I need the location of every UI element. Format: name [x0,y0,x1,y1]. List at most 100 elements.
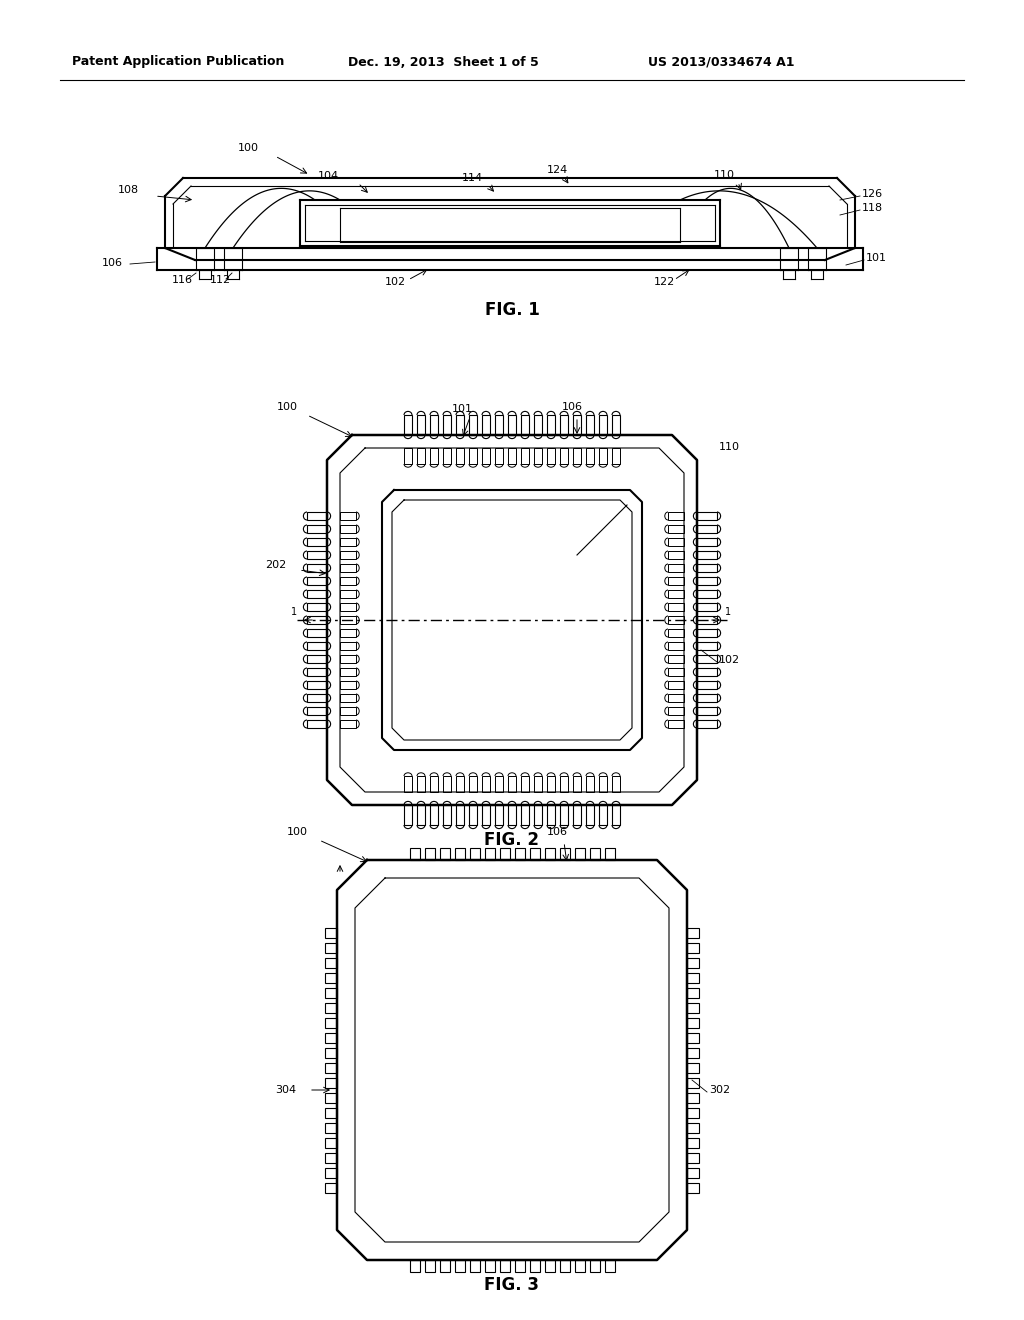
Polygon shape [547,447,555,465]
Polygon shape [514,1261,524,1272]
Polygon shape [687,1048,699,1057]
Polygon shape [687,928,699,937]
Text: 302: 302 [709,1085,730,1096]
Polygon shape [307,525,327,533]
Polygon shape [307,512,327,520]
Polygon shape [573,776,581,792]
Polygon shape [534,414,542,436]
Polygon shape [417,805,425,825]
Text: 110: 110 [714,170,735,180]
Polygon shape [325,1138,337,1147]
Polygon shape [325,1152,337,1163]
Text: 101: 101 [866,253,887,263]
Polygon shape [325,1032,337,1043]
Polygon shape [456,447,464,465]
Polygon shape [687,1107,699,1118]
Text: 112: 112 [210,275,231,285]
Polygon shape [697,550,717,558]
Polygon shape [307,564,327,572]
Polygon shape [521,447,529,465]
Polygon shape [325,1122,337,1133]
Polygon shape [668,539,684,546]
Polygon shape [697,564,717,572]
Polygon shape [325,1107,337,1118]
Polygon shape [325,1093,337,1102]
Polygon shape [687,1167,699,1177]
Polygon shape [573,447,581,465]
Polygon shape [687,1183,699,1192]
Polygon shape [325,1018,337,1027]
Polygon shape [586,805,594,825]
Polygon shape [404,414,412,436]
Polygon shape [482,414,490,436]
Polygon shape [443,447,451,465]
Polygon shape [495,447,503,465]
Text: FIG. 3: FIG. 3 [484,1276,540,1294]
Polygon shape [547,414,555,436]
Text: 106: 106 [102,257,123,268]
Polygon shape [307,603,327,611]
Polygon shape [560,414,568,436]
Polygon shape [573,414,581,436]
Text: 122: 122 [654,277,675,286]
Polygon shape [668,642,684,649]
Polygon shape [439,1261,450,1272]
Polygon shape [590,847,599,861]
Polygon shape [500,847,510,861]
Polygon shape [340,577,356,585]
Polygon shape [534,805,542,825]
Polygon shape [521,414,529,436]
Polygon shape [697,539,717,546]
Polygon shape [469,776,477,792]
Polygon shape [340,525,356,533]
Polygon shape [586,776,594,792]
Polygon shape [495,805,503,825]
Polygon shape [612,414,620,436]
Text: 202: 202 [265,560,287,570]
Polygon shape [500,1261,510,1272]
Polygon shape [668,708,684,715]
Polygon shape [534,776,542,792]
Polygon shape [599,805,607,825]
Polygon shape [456,414,464,436]
Polygon shape [668,630,684,638]
Polygon shape [668,694,684,702]
Polygon shape [469,847,479,861]
Polygon shape [687,1032,699,1043]
Text: 102: 102 [719,655,740,665]
Polygon shape [668,577,684,585]
Polygon shape [521,776,529,792]
Polygon shape [590,1261,599,1272]
Polygon shape [508,414,516,436]
Polygon shape [455,847,465,861]
Polygon shape [668,655,684,663]
Polygon shape [325,987,337,998]
Polygon shape [307,577,327,585]
Polygon shape [469,447,477,465]
Polygon shape [340,630,356,638]
Polygon shape [668,512,684,520]
Polygon shape [307,708,327,715]
Polygon shape [668,616,684,624]
Polygon shape [410,847,420,861]
Polygon shape [604,1261,614,1272]
Polygon shape [668,564,684,572]
Polygon shape [425,1261,434,1272]
Polygon shape [443,776,451,792]
Polygon shape [687,987,699,998]
Polygon shape [325,1048,337,1057]
Polygon shape [687,1077,699,1088]
Polygon shape [599,776,607,792]
Polygon shape [340,564,356,572]
Polygon shape [482,776,490,792]
Polygon shape [697,694,717,702]
Text: 118: 118 [862,203,883,213]
Polygon shape [325,1077,337,1088]
Polygon shape [687,1138,699,1147]
Text: FIG. 2: FIG. 2 [484,832,540,849]
Polygon shape [687,1063,699,1072]
Text: 106: 106 [547,828,568,837]
Text: Dec. 19, 2013  Sheet 1 of 5: Dec. 19, 2013 Sheet 1 of 5 [348,55,539,69]
Polygon shape [547,805,555,825]
Polygon shape [508,805,516,825]
